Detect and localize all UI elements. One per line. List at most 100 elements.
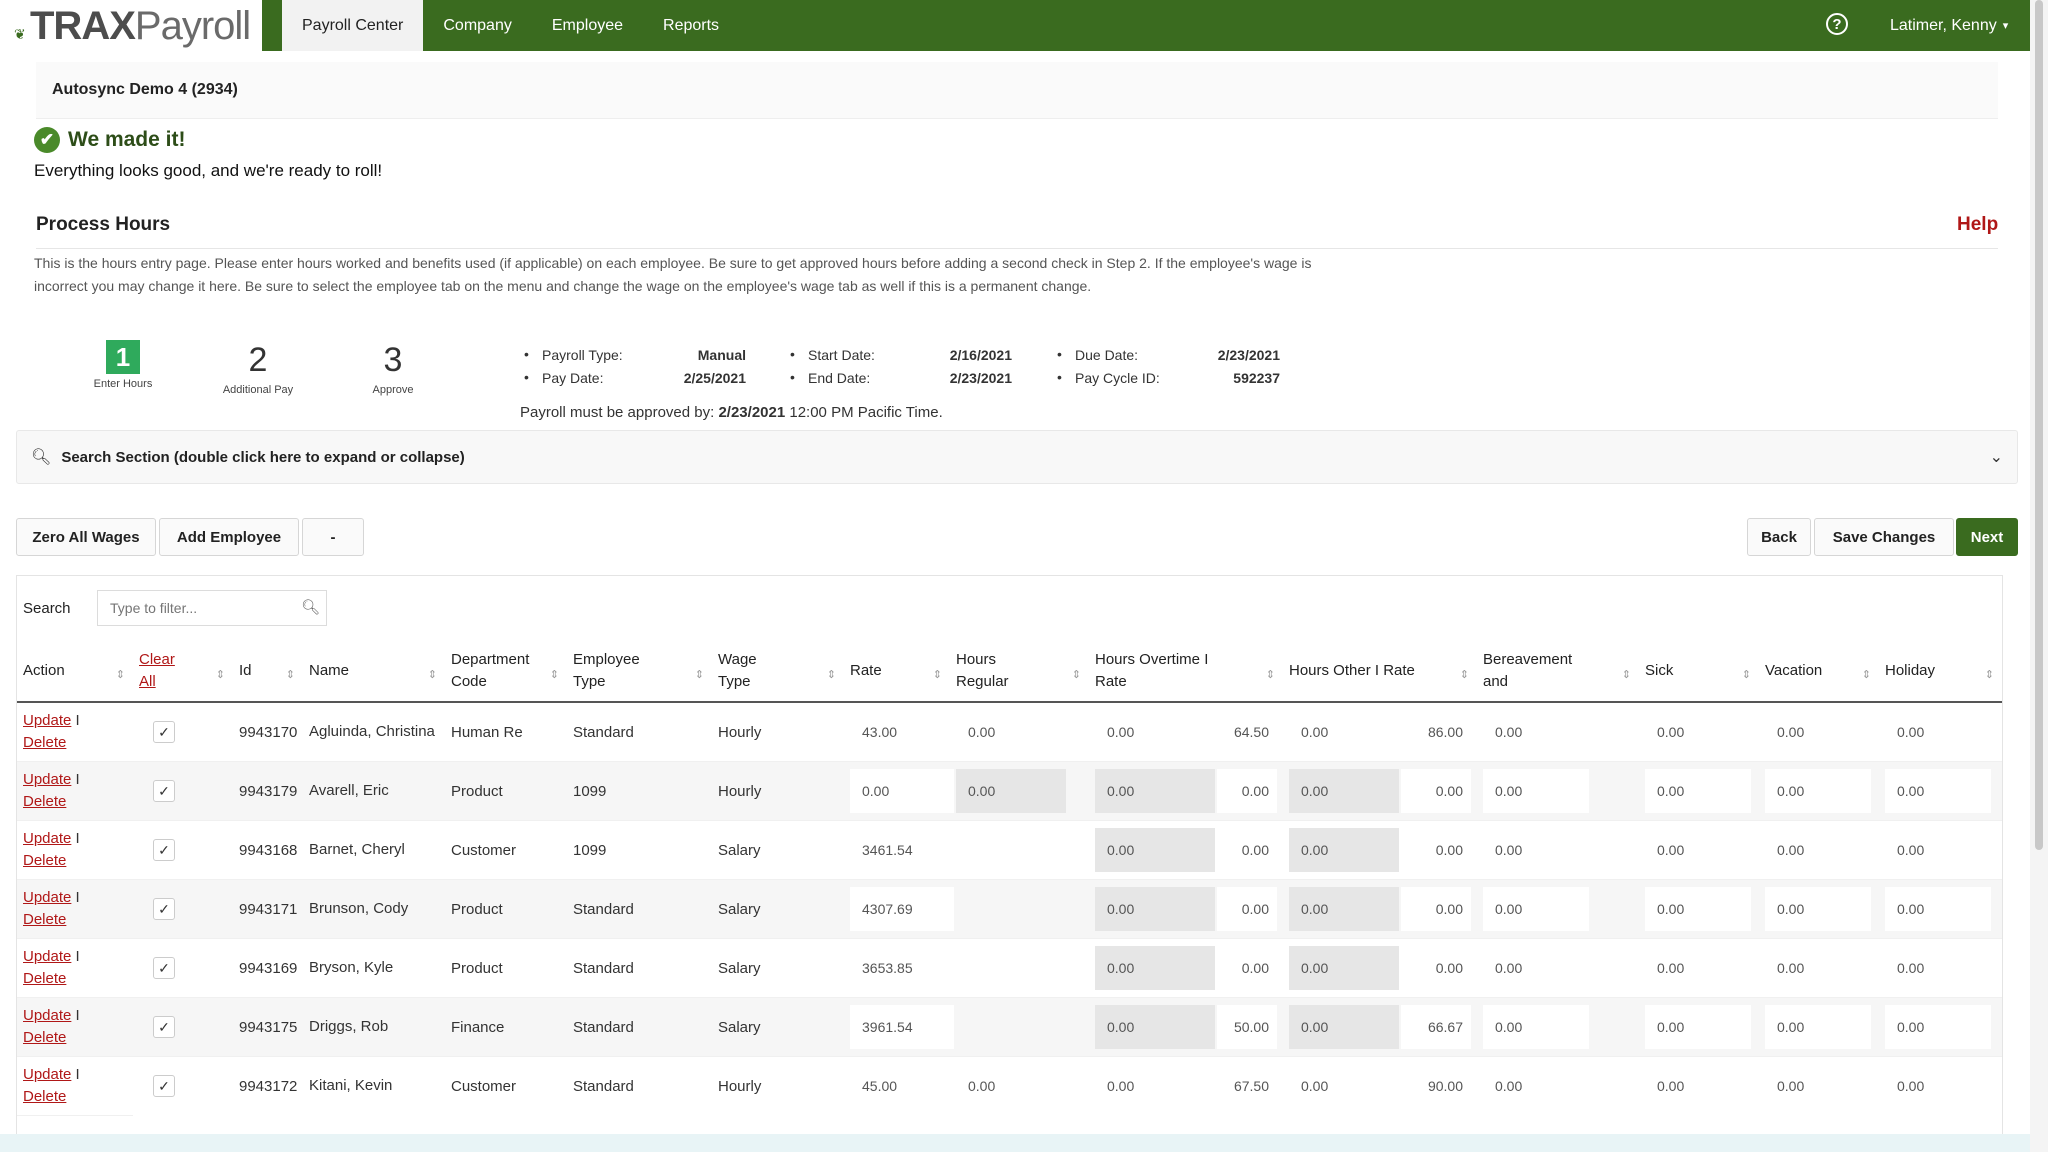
other-hours-input[interactable]: 0.00 (1289, 828, 1399, 872)
overtime-hours-input[interactable]: 0.00 (1095, 828, 1215, 872)
delete-link[interactable]: Delete (23, 970, 67, 987)
overtime-rate-input[interactable]: 0.00 (1217, 946, 1277, 990)
col-wage-type[interactable]: Wage Type ⇕ (712, 641, 844, 703)
holiday-input[interactable]: 0.00 (1885, 769, 1991, 813)
overtime-rate-input[interactable]: 0.00 (1217, 769, 1277, 813)
other-hours-input[interactable]: 0.00 (1289, 1005, 1399, 1049)
col-hours-other[interactable]: Hours Other I Rate ⇕ (1283, 641, 1477, 703)
rate-input[interactable]: 45.00 (850, 1064, 954, 1109)
sick-input[interactable]: 0.00 (1645, 828, 1751, 872)
sort-icon[interactable]: ⇕ (1071, 669, 1081, 681)
col-vacation[interactable]: Vacation ⇕ (1759, 641, 1879, 703)
col-id[interactable]: Id ⇕ (233, 641, 303, 703)
filter-input[interactable] (97, 590, 327, 626)
delete-link[interactable]: Delete (23, 734, 67, 751)
overtime-hours-input[interactable]: 0.00 (1095, 710, 1215, 754)
vacation-input[interactable]: 0.00 (1765, 828, 1871, 872)
sort-icon[interactable]: ⇕ (427, 669, 437, 681)
row-checkbox[interactable]: ✓ (153, 1075, 175, 1098)
overtime-hours-input[interactable]: 0.00 (1095, 1064, 1215, 1109)
col-hours-regular[interactable]: Hours Regular ⇕ (950, 641, 1089, 703)
row-checkbox[interactable]: ✓ (153, 898, 175, 920)
rate-input[interactable]: 3461.54 (850, 828, 954, 872)
other-hours-input[interactable]: 0.00 (1289, 887, 1399, 931)
row-checkbox[interactable]: ✓ (153, 839, 175, 861)
rate-input[interactable]: 3961.54 (850, 1005, 954, 1049)
hours-regular-input[interactable]: 0.00 (956, 769, 1066, 813)
hours-regular-input[interactable]: 0.00 (956, 710, 1066, 754)
delete-link[interactable]: Delete (23, 1088, 67, 1105)
sick-input[interactable]: 0.00 (1645, 887, 1751, 931)
rate-input[interactable]: 4307.69 (850, 887, 954, 931)
sort-icon[interactable]: ⇕ (215, 669, 225, 681)
delete-link[interactable]: Delete (23, 852, 67, 869)
update-link[interactable]: Update (23, 948, 72, 965)
sort-icon[interactable]: ⇕ (285, 669, 295, 681)
update-link[interactable]: Update (23, 1066, 72, 1083)
sort-icon[interactable]: ⇕ (1861, 669, 1871, 681)
sick-input[interactable]: 0.00 (1645, 769, 1751, 813)
search-section-toggle[interactable]: 🔍︎ Search Section (double click here to … (16, 430, 2018, 484)
user-menu[interactable]: Latimer, Kenny ▾ (1890, 0, 2008, 51)
holiday-input[interactable]: 0.00 (1885, 1064, 1991, 1109)
overtime-hours-input[interactable]: 0.00 (1095, 769, 1215, 813)
sort-icon[interactable]: ⇕ (694, 669, 704, 681)
zero-all-wages-button[interactable]: Zero All Wages (16, 518, 156, 556)
next-button[interactable]: Next (1956, 518, 2018, 556)
col-department[interactable]: Department Code ⇕ (445, 641, 567, 703)
other-hours-input[interactable]: 0.00 (1289, 710, 1399, 754)
nav-payroll-center[interactable]: Payroll Center (282, 0, 424, 51)
rate-input[interactable]: 0.00 (850, 769, 954, 813)
clear-all-link[interactable]: Clear All (139, 651, 175, 690)
vacation-input[interactable]: 0.00 (1765, 1005, 1871, 1049)
vacation-input[interactable]: 0.00 (1765, 887, 1871, 931)
col-employee-type[interactable]: Employee Type ⇕ (567, 641, 712, 703)
bereavement-input[interactable]: 0.00 (1483, 1064, 1589, 1109)
sort-icon[interactable]: ⇕ (549, 669, 559, 681)
bereavement-input[interactable]: 0.00 (1483, 1005, 1589, 1049)
sort-icon[interactable]: ⇕ (826, 669, 836, 681)
other-rate-input[interactable]: 66.67 (1401, 1005, 1471, 1049)
update-link[interactable]: Update (23, 889, 72, 906)
overtime-hours-input[interactable]: 0.00 (1095, 1005, 1215, 1049)
chevron-down-icon[interactable]: ⌄ (1989, 449, 2003, 466)
col-rate[interactable]: Rate ⇕ (844, 641, 950, 703)
sort-icon[interactable]: ⇕ (1265, 669, 1275, 681)
delete-link[interactable]: Delete (23, 911, 67, 928)
sort-icon[interactable]: ⇕ (1459, 669, 1469, 681)
col-hours-overtime[interactable]: Hours Overtime I Rate ⇕ (1089, 641, 1283, 703)
other-rate-input[interactable]: 0.00 (1401, 946, 1471, 990)
vacation-input[interactable]: 0.00 (1765, 710, 1871, 754)
nav-reports[interactable]: Reports (663, 16, 720, 34)
other-hours-input[interactable]: 0.00 (1289, 1064, 1399, 1109)
col-action[interactable]: Action ⇕ (17, 641, 133, 703)
sick-input[interactable]: 0.00 (1645, 710, 1751, 754)
other-rate-input[interactable]: 0.00 (1401, 769, 1471, 813)
bereavement-input[interactable]: 0.00 (1483, 710, 1589, 754)
holiday-input[interactable]: 0.00 (1885, 1005, 1991, 1049)
holiday-input[interactable]: 0.00 (1885, 828, 1991, 872)
holiday-input[interactable]: 0.00 (1885, 946, 1991, 990)
sort-icon[interactable]: ⇕ (932, 669, 942, 681)
bereavement-input[interactable]: 0.00 (1483, 946, 1589, 990)
delete-link[interactable]: Delete (23, 1029, 67, 1046)
update-link[interactable]: Update (23, 771, 72, 788)
page-scrollbar[interactable] (2030, 0, 2048, 1152)
rate-input[interactable]: 3653.85 (850, 946, 954, 990)
back-button[interactable]: Back (1747, 518, 1811, 556)
rate-input[interactable]: 43.00 (850, 710, 954, 754)
sick-input[interactable]: 0.00 (1645, 946, 1751, 990)
sort-icon[interactable]: ⇕ (1984, 669, 1994, 681)
sick-input[interactable]: 0.00 (1645, 1005, 1751, 1049)
overtime-rate-input[interactable]: 64.50 (1217, 710, 1277, 754)
nav-company[interactable]: Company (443, 16, 512, 34)
overtime-rate-input[interactable]: 0.00 (1217, 828, 1277, 872)
sick-input[interactable]: 0.00 (1645, 1064, 1751, 1109)
holiday-input[interactable]: 0.00 (1885, 710, 1991, 754)
other-rate-input[interactable]: 0.00 (1401, 887, 1471, 931)
row-checkbox[interactable]: ✓ (153, 957, 175, 979)
step-approve[interactable]: 3 Approve (338, 340, 448, 396)
update-link[interactable]: Update (23, 830, 72, 847)
step-additional-pay[interactable]: 2 Additional Pay (203, 340, 313, 396)
scrollbar-thumb[interactable] (2035, 0, 2043, 850)
